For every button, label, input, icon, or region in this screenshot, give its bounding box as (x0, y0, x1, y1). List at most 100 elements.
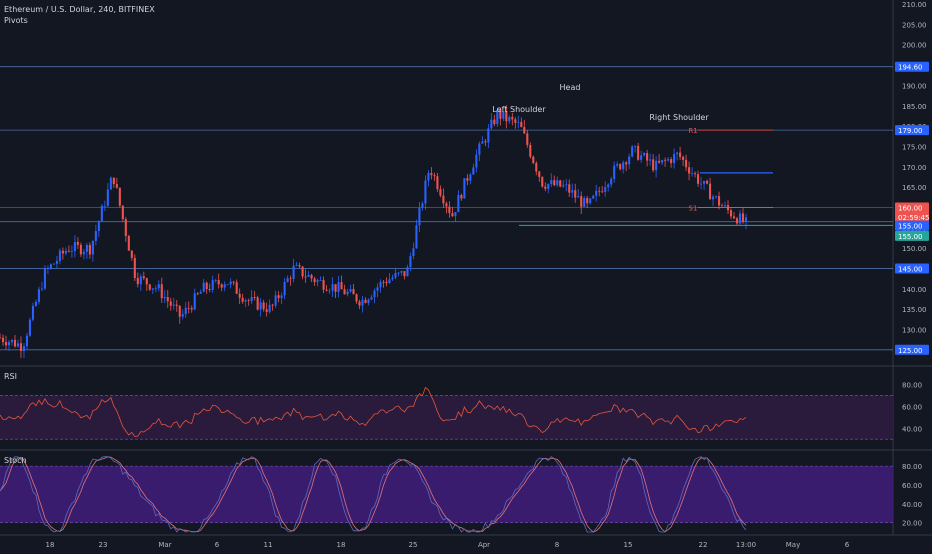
rsi-y-tick: 80.00 (902, 381, 922, 389)
candle-body (412, 248, 415, 256)
candle-body (460, 194, 463, 199)
candle-body (121, 205, 124, 220)
candle-body (1, 337, 5, 343)
y-tick-label: 150.00 (902, 245, 927, 253)
candle-body (574, 190, 577, 198)
x-tick-label: 11 (264, 541, 273, 549)
candle-body (286, 278, 289, 282)
candle-body (640, 155, 643, 160)
candle-body (717, 196, 721, 206)
candle-body (610, 178, 613, 185)
current-price-tag-label: 155.00 (898, 233, 923, 241)
candle-body (43, 268, 46, 289)
candle-body (34, 301, 37, 306)
candle-body (292, 265, 295, 279)
candle-body (508, 116, 511, 122)
x-tick-label: 15 (624, 541, 633, 549)
stoch-band (0, 466, 893, 523)
x-tick-label: 25 (409, 541, 418, 549)
candle-body (658, 160, 661, 163)
candle-body (442, 195, 445, 204)
candle-body (379, 281, 382, 288)
candle-body (502, 111, 505, 119)
candle-body (400, 271, 403, 273)
candle-body (403, 271, 406, 277)
candle-body (484, 141, 487, 143)
stoch-y-tick: 40.00 (902, 501, 922, 509)
candle-body (25, 335, 29, 347)
candle-body (580, 196, 583, 207)
candle-body (247, 300, 250, 302)
candle-body (556, 180, 559, 186)
candle-body (723, 205, 727, 207)
annotation-left-shoulder: Left Shoulder (492, 105, 546, 114)
candle-body (439, 189, 442, 196)
candle-body (559, 180, 562, 187)
candle-body (154, 288, 157, 290)
candle-body (565, 184, 568, 186)
candle-body (355, 294, 358, 302)
candle-body (226, 284, 229, 286)
candle-body (601, 191, 604, 193)
candle-body (28, 319, 32, 336)
candle-body (166, 297, 169, 302)
candle-body (340, 282, 343, 290)
candle-body (208, 289, 211, 291)
candle-body (433, 175, 436, 177)
candle-body (58, 250, 61, 262)
candle-body (643, 153, 646, 156)
candle-body (76, 242, 79, 245)
candle-body (604, 187, 607, 192)
candle-body (139, 276, 142, 285)
candle-body (631, 146, 634, 157)
candle-body (295, 265, 298, 266)
candle-body (73, 242, 76, 252)
candle-body (67, 250, 70, 252)
stoch-y-tick: 80.00 (902, 463, 922, 471)
candle-body (445, 203, 448, 207)
candle-body (655, 160, 658, 171)
candle-body (346, 291, 349, 295)
candle-body (0, 337, 2, 339)
candle-body (697, 174, 700, 184)
price-level-tag-label: 179.00 (898, 127, 923, 135)
candle-body (499, 110, 502, 119)
candle-body (280, 295, 283, 299)
candle-body (744, 217, 748, 222)
candle-body (682, 156, 685, 160)
candle-body (148, 284, 151, 290)
stoch-y-tick: 60.00 (902, 482, 922, 490)
candle-body (328, 290, 331, 292)
candle-body (661, 159, 664, 163)
price-level-tag (895, 263, 929, 274)
candle-body (85, 245, 88, 252)
candle-body (19, 343, 23, 351)
candle-body (4, 342, 8, 346)
candle-body (316, 280, 319, 283)
candle-body (741, 213, 745, 222)
candle-body (88, 245, 91, 255)
candle-body (694, 173, 697, 175)
candle-body (673, 154, 676, 164)
candle-body (196, 293, 199, 295)
candle-body (271, 304, 274, 306)
y-tick-label: 135.00 (902, 306, 927, 314)
candle-body (313, 278, 316, 283)
candle-body (529, 145, 532, 157)
candle-body (729, 210, 733, 217)
candle-body (481, 141, 484, 144)
y-tick-label: 165.00 (902, 184, 927, 192)
candle-body (619, 164, 622, 170)
candle-body (583, 197, 586, 207)
candle-body (199, 291, 202, 294)
candle-body (238, 293, 241, 298)
candle-body (16, 343, 20, 347)
x-tick-label: 6 (845, 541, 850, 549)
candle-body (706, 180, 709, 184)
annotation-head: Head (560, 83, 581, 92)
candle-body (466, 178, 469, 181)
candle-body (349, 289, 352, 292)
current-price-tag-label: 155.00 (898, 223, 923, 231)
